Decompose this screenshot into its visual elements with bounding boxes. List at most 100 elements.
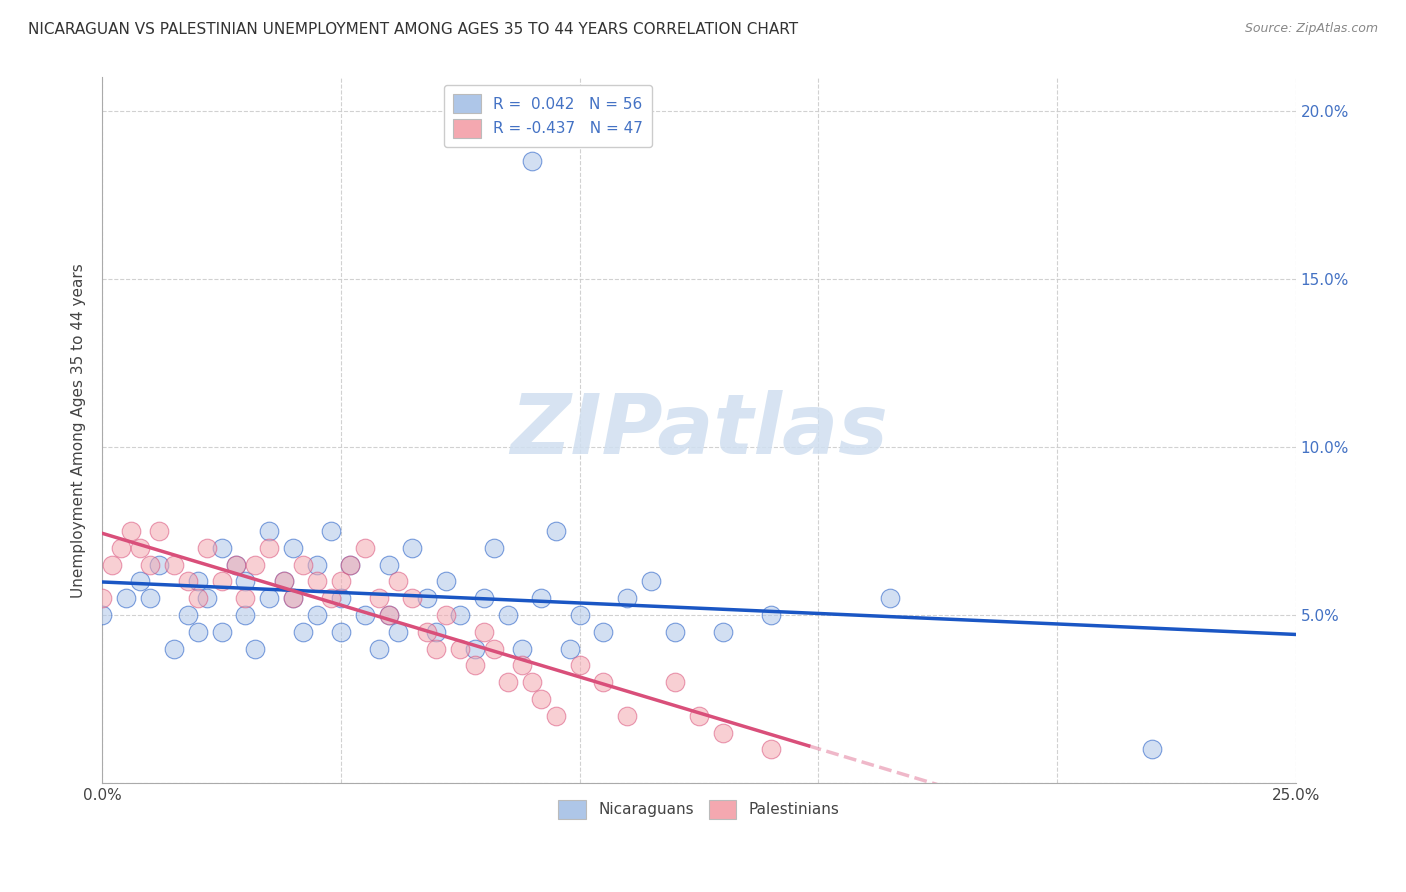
Point: [321, 591, 343, 606]
Point: [259, 524, 281, 538]
Point: [472, 624, 495, 639]
Point: [283, 591, 305, 606]
Point: [259, 591, 281, 606]
Point: [225, 558, 247, 572]
Point: [544, 524, 567, 538]
Point: [377, 558, 399, 572]
Point: [195, 591, 218, 606]
Point: [416, 624, 439, 639]
Point: [139, 591, 162, 606]
Point: [329, 574, 352, 589]
Point: [211, 574, 233, 589]
Point: [115, 591, 138, 606]
Legend: Nicaraguans, Palestinians: Nicaraguans, Palestinians: [553, 794, 845, 825]
Point: [425, 624, 447, 639]
Point: [472, 591, 495, 606]
Point: [163, 641, 186, 656]
Point: [110, 541, 132, 555]
Point: [688, 709, 710, 723]
Point: [291, 558, 314, 572]
Point: [416, 591, 439, 606]
Point: [368, 641, 391, 656]
Point: [664, 675, 686, 690]
Point: [482, 541, 505, 555]
Point: [259, 541, 281, 555]
Point: [148, 524, 170, 538]
Point: [148, 558, 170, 572]
Text: NICARAGUAN VS PALESTINIAN UNEMPLOYMENT AMONG AGES 35 TO 44 YEARS CORRELATION CHA: NICARAGUAN VS PALESTINIAN UNEMPLOYMENT A…: [28, 22, 799, 37]
Point: [759, 608, 782, 623]
Point: [464, 641, 486, 656]
Point: [235, 574, 257, 589]
Point: [759, 742, 782, 756]
Point: [425, 641, 447, 656]
Point: [273, 574, 295, 589]
Point: [387, 574, 409, 589]
Point: [510, 641, 533, 656]
Y-axis label: Unemployment Among Ages 35 to 44 years: Unemployment Among Ages 35 to 44 years: [72, 263, 86, 598]
Point: [616, 591, 638, 606]
Point: [283, 591, 305, 606]
Point: [711, 725, 734, 739]
Point: [243, 558, 266, 572]
Point: [291, 624, 314, 639]
Text: Source: ZipAtlas.com: Source: ZipAtlas.com: [1244, 22, 1378, 36]
Point: [711, 624, 734, 639]
Point: [283, 541, 305, 555]
Point: [339, 558, 361, 572]
Point: [520, 675, 543, 690]
Point: [368, 591, 391, 606]
Point: [305, 558, 328, 572]
Point: [401, 541, 423, 555]
Point: [187, 624, 209, 639]
Point: [496, 608, 519, 623]
Point: [616, 709, 638, 723]
Point: [482, 641, 505, 656]
Text: ZIPatlas: ZIPatlas: [510, 390, 887, 471]
Point: [139, 558, 162, 572]
Point: [211, 541, 233, 555]
Point: [510, 658, 533, 673]
Point: [273, 574, 295, 589]
Point: [377, 608, 399, 623]
Point: [91, 591, 114, 606]
Point: [187, 591, 209, 606]
Point: [353, 608, 375, 623]
Point: [353, 541, 375, 555]
Point: [530, 692, 553, 706]
Point: [496, 675, 519, 690]
Point: [339, 558, 361, 572]
Point: [163, 558, 186, 572]
Point: [329, 591, 352, 606]
Point: [879, 591, 901, 606]
Point: [387, 624, 409, 639]
Point: [464, 658, 486, 673]
Point: [225, 558, 247, 572]
Point: [100, 558, 122, 572]
Point: [530, 591, 553, 606]
Point: [129, 574, 152, 589]
Point: [1142, 742, 1164, 756]
Point: [129, 541, 152, 555]
Point: [401, 591, 423, 606]
Point: [640, 574, 662, 589]
Point: [235, 608, 257, 623]
Point: [449, 608, 471, 623]
Point: [449, 641, 471, 656]
Point: [568, 608, 591, 623]
Point: [305, 574, 328, 589]
Point: [195, 541, 218, 555]
Point: [544, 709, 567, 723]
Point: [664, 624, 686, 639]
Point: [558, 641, 581, 656]
Point: [329, 624, 352, 639]
Point: [177, 608, 200, 623]
Point: [211, 624, 233, 639]
Point: [177, 574, 200, 589]
Point: [434, 608, 457, 623]
Point: [120, 524, 142, 538]
Point: [187, 574, 209, 589]
Point: [91, 608, 114, 623]
Point: [243, 641, 266, 656]
Point: [305, 608, 328, 623]
